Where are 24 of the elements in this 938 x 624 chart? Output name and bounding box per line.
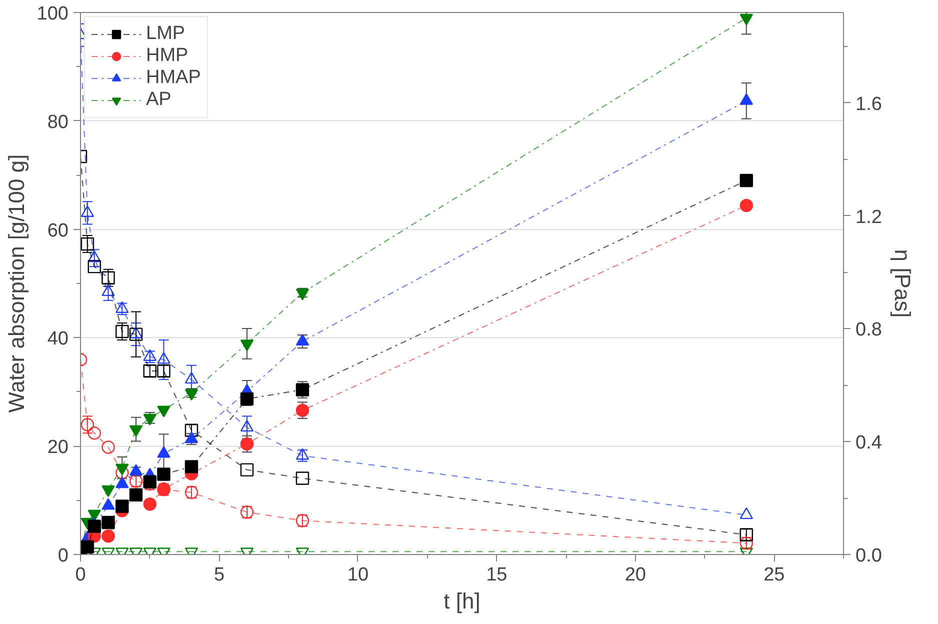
x-tick-label: 0 [75,564,86,586]
y2-tick-label: 0.8 [856,320,882,341]
y-tick-label: 0 [58,546,69,566]
y2-tick-label: 0.0 [856,546,882,566]
y2-tick-label: 1.2 [856,206,882,228]
x-tick-label: 15 [486,564,508,586]
y-tick-label: 100 [36,4,68,24]
legend-label: HMP [146,45,188,67]
y-tick-label: 40 [47,328,69,350]
y-axis-title: Water absorption [g/100 g] [4,154,29,413]
legend-label: LMP [146,23,186,45]
x-axis-title: t [h] [444,588,480,614]
y-tick-label: 60 [47,220,69,242]
y2-tick-label: 1.6 [856,94,882,115]
y-tick-label: 20 [47,437,69,458]
y2-axis-title: η [Pas] [890,249,915,318]
y-tick-label: 80 [47,112,69,133]
y2-tick-label: 0.4 [856,432,882,454]
x-tick-label: 25 [764,564,785,586]
x-tick-label: 5 [214,564,225,586]
legend-label: HMAP [146,67,201,89]
x-tick-label: 10 [347,564,369,586]
legend-label: AP [146,89,172,111]
x-tick-label: 20 [624,564,646,586]
